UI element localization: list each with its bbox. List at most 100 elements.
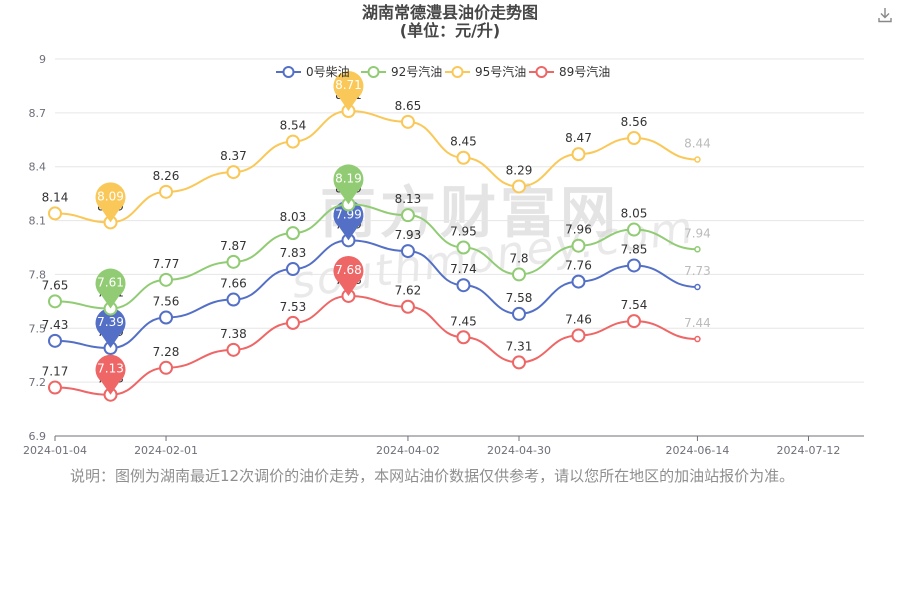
- pin-shape: [333, 71, 364, 112]
- y-tick-label: 7.8: [29, 268, 47, 281]
- chart-note: 说明：图例为湖南最近12次调价的油价走势，本网站油价数据仅供参考，请以您所在地区…: [70, 467, 795, 485]
- pin-label: 8.71: [335, 78, 362, 92]
- data-label: 7.56: [153, 295, 180, 309]
- data-point: [48, 294, 62, 309]
- chart-title: 湖南常德澧县油价走势图 (单位：元/升): [0, 4, 900, 40]
- mark-point-pin: 7.39: [95, 308, 126, 349]
- data-label: 7.54: [621, 298, 648, 312]
- pin-label: 7.99: [335, 207, 362, 221]
- pin-label: 8.19: [335, 171, 362, 185]
- data-point: [571, 238, 586, 253]
- y-tick-label: 8.4: [29, 161, 47, 174]
- data-label: 7.87: [220, 239, 247, 253]
- data-point: [226, 292, 241, 307]
- x-tick-label: 2024-04-02: [376, 444, 440, 457]
- data-point: [400, 244, 415, 259]
- data-label: 7.66: [220, 277, 247, 291]
- data-label: 8.03: [280, 210, 307, 224]
- data-label: 7.95: [450, 225, 477, 239]
- y-tick-label: 6.9: [29, 430, 47, 443]
- data-label: 7.53: [280, 300, 307, 314]
- data-label: 7.74: [450, 262, 477, 276]
- series-line: [54, 203, 698, 310]
- legend-item: 89号汽油: [529, 64, 610, 79]
- data-point: [694, 335, 701, 343]
- data-point: [511, 355, 526, 370]
- data-label: 7.76: [565, 259, 592, 273]
- legend-item: 95号汽油: [445, 64, 526, 79]
- pin-label: 7.39: [97, 315, 124, 329]
- pin-shape: [333, 255, 364, 296]
- data-point: [159, 360, 174, 375]
- legend-marker: [367, 66, 380, 78]
- data-label: 7.85: [621, 242, 648, 256]
- mark-point-pin: 7.61: [95, 268, 126, 309]
- pin-shape: [95, 354, 126, 395]
- y-tick-label: 7.5: [29, 322, 47, 335]
- download-icon[interactable]: [876, 6, 894, 24]
- data-point: [400, 208, 415, 223]
- data-label: 8.37: [220, 149, 247, 163]
- data-label: 8.44: [684, 137, 711, 151]
- y-tick-label: 7.2: [29, 376, 47, 389]
- data-point: [226, 165, 241, 180]
- pin-shape: [333, 164, 364, 205]
- data-label: 8.54: [280, 119, 307, 133]
- x-tick-label: 2024-07-12: [777, 444, 841, 457]
- legend-item: 92号汽油: [361, 64, 442, 79]
- data-label: 8.29: [506, 163, 533, 177]
- legend-label: 89号汽油: [559, 64, 610, 79]
- data-label: 8.65: [395, 99, 422, 113]
- data-label: 7.28: [153, 345, 180, 359]
- legend-label: 92号汽油: [391, 64, 442, 79]
- data-point: [285, 262, 300, 277]
- data-label: 8.45: [450, 135, 477, 149]
- data-label: 8.13: [395, 192, 422, 206]
- x-tick-label: 2024-01-04: [23, 444, 87, 457]
- data-label: 7.93: [395, 228, 422, 242]
- chart-title-main: 湖南常德澧县油价走势图: [361, 3, 538, 22]
- data-point: [48, 333, 62, 348]
- legend-marker: [282, 66, 295, 78]
- data-label: 7.83: [280, 246, 307, 260]
- data-point: [456, 150, 471, 165]
- data-point: [285, 226, 300, 241]
- data-point: [226, 342, 241, 357]
- data-label: 7.38: [220, 327, 247, 341]
- mark-point-pin: 8.71: [333, 71, 364, 112]
- data-label: 7.58: [506, 291, 533, 305]
- data-label: 7.65: [42, 278, 69, 292]
- y-tick-label: 8.7: [29, 107, 47, 120]
- data-point: [694, 283, 701, 291]
- data-point: [48, 206, 62, 221]
- pin-label: 7.68: [335, 263, 362, 277]
- data-point: [456, 330, 471, 345]
- data-label: 7.77: [153, 257, 180, 271]
- pin-shape: [95, 182, 126, 223]
- data-point: [626, 314, 641, 329]
- download-icon-glyph: [878, 8, 892, 23]
- data-point: [694, 156, 701, 163]
- chart-subtitle: (单位：元/升): [399, 21, 501, 40]
- data-label: 7.31: [506, 339, 533, 353]
- mark-point-pin: 8.09: [95, 182, 126, 223]
- data-point: [159, 184, 174, 199]
- data-label: 7.17: [42, 365, 69, 379]
- pin-shape: [95, 268, 126, 309]
- data-point: [456, 240, 471, 255]
- data-label: 8.05: [621, 207, 648, 221]
- mark-point-pin: 7.68: [333, 255, 364, 296]
- data-point: [285, 315, 300, 330]
- mark-point-pin: 8.19: [333, 164, 364, 205]
- data-point: [511, 179, 526, 194]
- data-point: [571, 147, 586, 162]
- x-tick-label: 2024-04-30: [487, 444, 551, 457]
- data-label: 7.45: [450, 314, 477, 328]
- pin-label: 8.09: [97, 189, 124, 203]
- data-label: 7.43: [42, 318, 69, 332]
- data-point: [48, 380, 62, 395]
- data-label: 7.73: [684, 264, 711, 278]
- mark-point-pin: 7.13: [95, 354, 126, 395]
- data-label: 7.62: [395, 284, 422, 298]
- data-label: 8.47: [565, 131, 592, 145]
